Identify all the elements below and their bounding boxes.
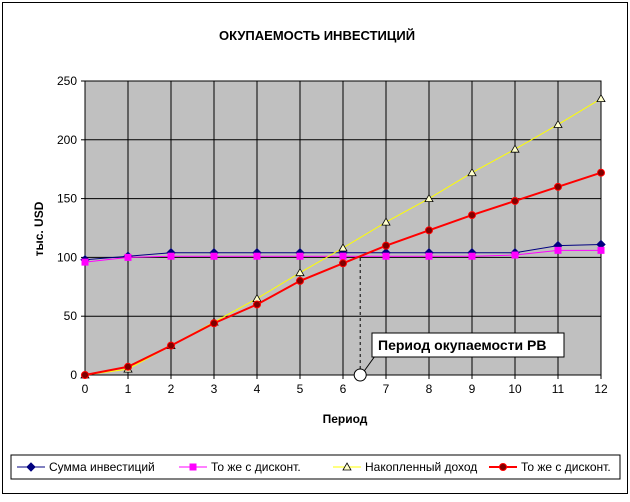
annotation-layer: Период окупаемости PB <box>353 255 565 382</box>
data-point <box>468 211 476 220</box>
y-tick-label: 50 <box>64 309 78 323</box>
data-point <box>339 259 347 268</box>
legend-label: То же с дисконт. <box>211 460 301 474</box>
data-point <box>167 341 175 350</box>
legend-marker <box>26 462 36 472</box>
data-point <box>339 252 347 260</box>
legend-item-2: То же с дисконт. <box>179 460 301 474</box>
legend-label: Сумма инвестиций <box>49 460 155 474</box>
data-point <box>253 300 261 309</box>
data-point <box>510 144 520 153</box>
x-tick-label: 4 <box>254 382 261 396</box>
data-point <box>425 252 433 260</box>
legend-box <box>10 454 621 480</box>
data-point <box>382 241 390 250</box>
x-tick-label: 3 <box>211 382 218 396</box>
x-tick-label: 10 <box>508 382 522 396</box>
legend-item-3: Накопленный доход <box>333 460 477 474</box>
data-point <box>425 226 433 235</box>
legend-label: Накопленный доход <box>365 460 477 474</box>
series-2 <box>81 246 605 266</box>
x-tick-label: 1 <box>125 382 132 396</box>
annotation-box <box>371 332 565 358</box>
legend-item-4: То же с дисконт. <box>489 460 611 474</box>
data-point <box>596 93 606 103</box>
data-point <box>553 119 563 128</box>
y-tick-label: 0 <box>70 368 77 382</box>
data-point <box>467 167 477 177</box>
x-tick-label: 11 <box>552 382 565 396</box>
y-tick-label: 150 <box>57 192 77 206</box>
data-point <box>210 252 218 260</box>
data-point <box>381 217 391 226</box>
x-tick-label: 12 <box>594 382 608 396</box>
annotation-text: Период окупаемости PB <box>378 337 546 353</box>
y-tick-label: 200 <box>57 133 77 147</box>
x-tick-label: 8 <box>426 382 433 396</box>
data-point <box>81 258 89 266</box>
data-point <box>338 243 348 252</box>
callout-pointer <box>363 355 376 372</box>
x-tick-label: 5 <box>297 382 304 396</box>
data-point <box>167 252 175 260</box>
data-point <box>511 251 519 259</box>
data-point <box>468 252 476 260</box>
data-point <box>424 193 434 203</box>
chart-frame: ОКУПАЕМОСТЬ ИНВЕСТИЦИЙ 0 50 100 150 200 250 0 1… <box>2 2 628 494</box>
data-point <box>124 253 132 261</box>
chart-title: ОКУПАЕМОСТЬ ИНВЕСТИЦИЙ <box>219 28 415 43</box>
legend-marker <box>189 463 197 471</box>
data-point <box>124 362 132 371</box>
data-point <box>597 246 605 254</box>
data-point <box>210 319 218 328</box>
legend: Сумма инвестиций То же с дисконт. Накоплен… <box>17 460 611 474</box>
data-point <box>554 182 562 191</box>
data-point <box>382 252 390 260</box>
data-point <box>253 252 261 260</box>
x-tick-label: 7 <box>383 382 390 396</box>
y-tick-label: 250 <box>57 74 77 88</box>
legend-marker <box>342 462 352 471</box>
chart-svg: ОКУПАЕМОСТЬ ИНВЕСТИЦИЙ 0 50 100 150 200 250 0 1… <box>10 28 621 480</box>
data-point <box>296 276 304 285</box>
y-tick-label: 100 <box>57 250 77 264</box>
x-tick-label: 9 <box>469 382 476 396</box>
legend-label: То же с дисконт. <box>521 460 611 474</box>
data-point <box>511 196 519 205</box>
x-tick-label: 6 <box>340 382 347 396</box>
data-point <box>295 267 305 277</box>
series-layer <box>80 93 606 379</box>
y-axis-label: тыс. USD <box>32 201 46 256</box>
series-4 <box>81 168 605 379</box>
x-axis-label: Период <box>323 412 368 426</box>
x-tick-label: 2 <box>168 382 175 396</box>
data-point <box>554 246 562 254</box>
legend-item-1: Сумма инвестиций <box>17 460 155 474</box>
data-point <box>296 252 304 260</box>
payback-point-marker <box>353 368 367 382</box>
data-point <box>81 371 89 379</box>
legend-marker <box>499 463 507 471</box>
data-point <box>597 168 605 177</box>
x-tick-label: 0 <box>82 382 89 396</box>
